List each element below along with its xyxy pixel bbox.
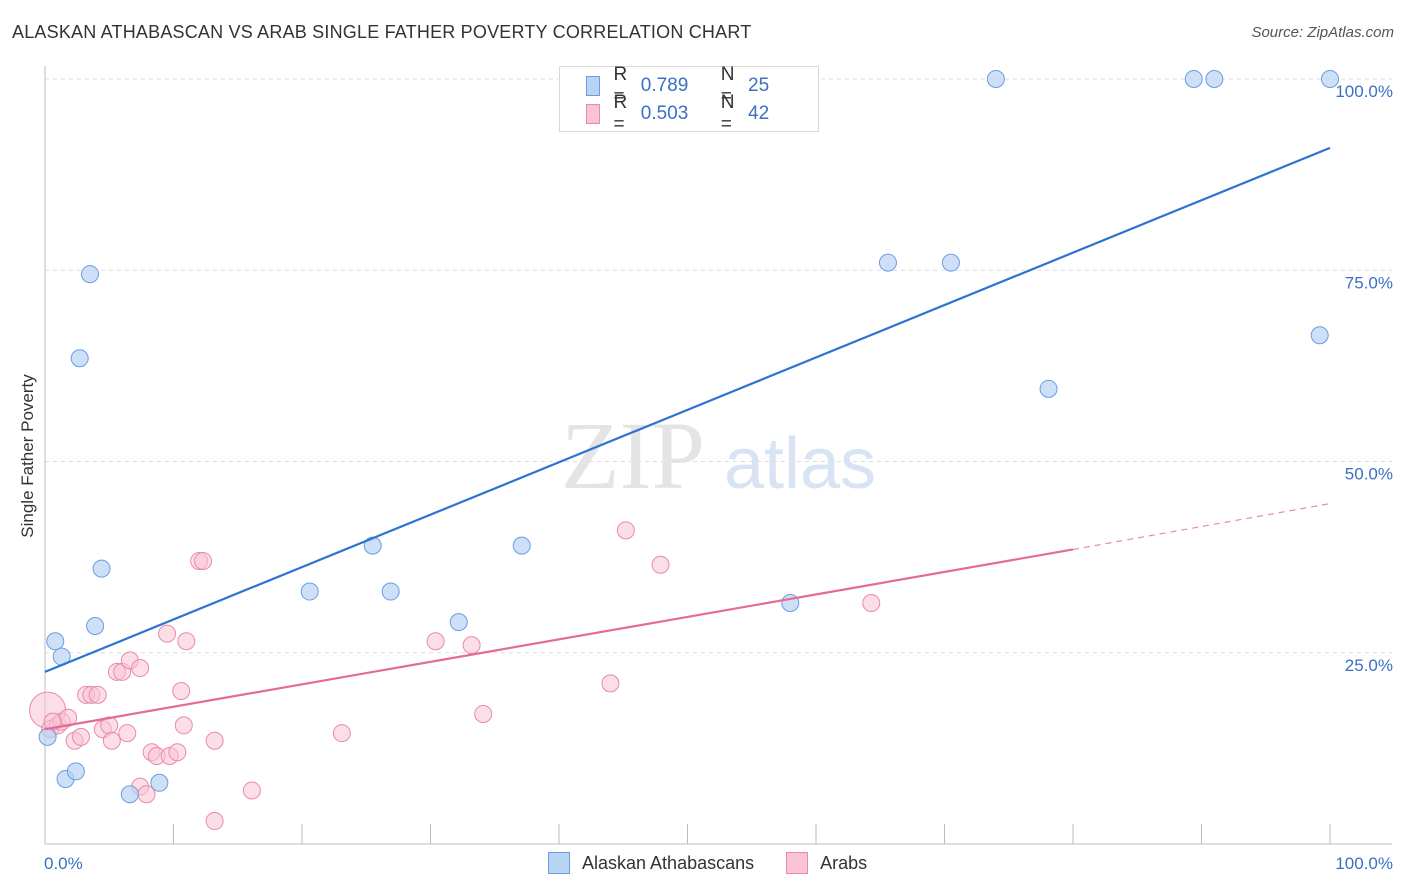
arab-point	[462, 636, 481, 655]
athabascan-point	[1205, 70, 1224, 88]
arab-point	[131, 659, 150, 678]
y-tick-label: 75.0%	[1345, 273, 1393, 292]
athabascan-point	[941, 253, 960, 272]
legend-item-arabs[interactable]: Arabs	[786, 852, 867, 874]
arab-point	[601, 674, 620, 693]
arab-point	[205, 731, 224, 750]
athabascan-point	[70, 349, 89, 368]
r-label: R =	[613, 64, 628, 107]
legend-row-athabascan: R = 0.789 N = 25	[586, 64, 818, 107]
n-label: N =	[720, 64, 735, 107]
arab-point	[426, 632, 445, 651]
athabascan-point	[300, 582, 319, 601]
athabascan-point	[38, 727, 57, 746]
athabascan-points	[38, 70, 1339, 804]
arab-point	[71, 727, 90, 746]
legend-swatch-blue	[548, 852, 570, 874]
athabascan-point	[80, 265, 99, 284]
arab-point	[102, 731, 121, 750]
arab-point	[118, 724, 137, 743]
x-tick-label: 100.0%	[1335, 854, 1393, 873]
x-tick-label: 0.0%	[44, 854, 83, 873]
n-value: 25	[748, 75, 770, 96]
source-label: Source: ZipAtlas.com	[1251, 24, 1394, 41]
athabascan-point	[1184, 70, 1203, 88]
athabascan-point	[878, 253, 897, 272]
arab-point	[651, 555, 670, 574]
legend-swatch-blue	[586, 76, 600, 96]
grid-layer	[45, 78, 1392, 654]
arab-point	[205, 812, 224, 831]
r-value: 0.789	[640, 75, 689, 96]
tick-labels: 25.0% 50.0% 75.0% 100.0% 0.0% 100.0%	[44, 82, 1393, 873]
legend-item-athabascan[interactable]: Alaskan Athabascans	[548, 852, 754, 874]
athabascan-point	[512, 536, 531, 555]
arab-point	[168, 743, 187, 762]
arab-point	[474, 704, 493, 723]
legend-row-arabs: R = 0.503 N = 42	[586, 92, 818, 135]
watermark-zip: ZIP	[561, 402, 705, 509]
arab-trend-extension	[1072, 502, 1331, 551]
arab-point	[172, 682, 191, 700]
athabascan-point	[986, 70, 1005, 88]
watermark-atlas: atlas	[724, 424, 876, 504]
r-label: R =	[613, 92, 628, 135]
watermark: ZIP atlas	[561, 402, 876, 509]
athabascan-trend-line	[44, 146, 1331, 673]
legend-label: Arabs	[820, 852, 868, 873]
arab-point	[194, 551, 213, 570]
arabs-points	[29, 521, 881, 831]
athabascan-point	[1310, 326, 1329, 345]
axes-layer	[44, 66, 1392, 845]
trend-lines	[44, 146, 1331, 731]
legend-label: Alaskan Athabascans	[582, 852, 755, 873]
arab-point	[174, 716, 193, 735]
arab-point	[158, 624, 177, 643]
athabascan-point	[120, 785, 139, 804]
legend-swatch-pink	[586, 104, 600, 124]
series-legend: Alaskan Athabascans Arabs	[548, 852, 899, 874]
athabascan-point	[86, 616, 105, 635]
legend-swatch-pink	[786, 852, 809, 874]
stats-legend: R = 0.789 N = 25 R = 0.503 N = 42	[559, 64, 819, 135]
arab-point	[332, 724, 351, 743]
y-tick-label: 50.0%	[1345, 465, 1393, 484]
n-value: 42	[748, 103, 770, 124]
athabascan-point	[92, 559, 111, 578]
chart-title: ALASKAN ATHABASCAN VS ARAB SINGLE FATHER…	[12, 22, 752, 42]
athabascan-point	[66, 762, 85, 781]
arab-point	[616, 521, 635, 540]
athabascan-point	[1321, 70, 1339, 88]
y-tick-label: 25.0%	[1345, 656, 1393, 675]
athabascan-point	[381, 582, 400, 601]
athabascan-point	[449, 613, 468, 632]
r-value: 0.503	[640, 103, 689, 124]
y-axis-label: Single Father Poverty	[18, 374, 37, 538]
n-label: N =	[720, 92, 735, 135]
athabascan-point	[46, 632, 65, 651]
arab-point	[88, 685, 107, 704]
athabascan-point	[150, 773, 169, 792]
arab-point	[177, 632, 196, 651]
arab-point	[242, 781, 261, 800]
y-tick-label: 100.0%	[1335, 82, 1393, 101]
arab-trend-line	[44, 548, 1074, 731]
athabascan-point	[1039, 379, 1058, 398]
arab-point	[862, 594, 881, 613]
